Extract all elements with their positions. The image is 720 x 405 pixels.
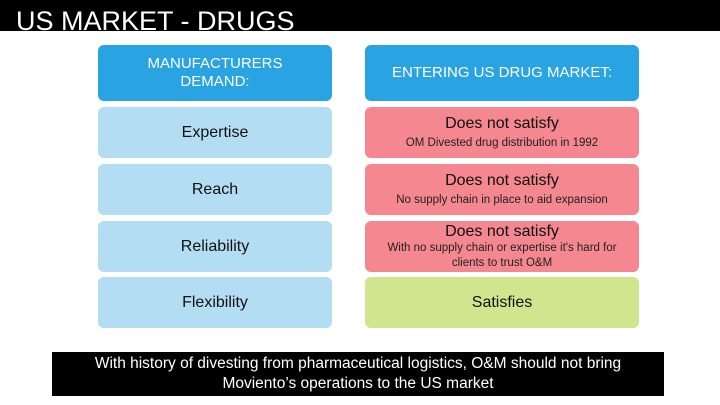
demand-reliability: Reliability (98, 221, 332, 272)
demand-label: Reliability (180, 237, 250, 255)
status-label: Satisfies (471, 294, 533, 311)
status-expertise: Does not satisfy OM Divested drug distri… (365, 107, 639, 158)
manufacturers-demand-header: MANUFACTURERS DEMAND: (98, 45, 332, 101)
status-reach: Does not satisfy No supply chain in plac… (365, 164, 639, 215)
status-note: No supply chain in place to aid expansio… (396, 194, 608, 206)
conclusion-text: With history of divesting from pharmaceu… (94, 355, 622, 392)
status-note: OM Divested drug distribution in 1992 (405, 137, 599, 149)
status-flexibility: Satisfies (365, 277, 639, 328)
status-reliability: Does not satisfy With no supply chain or… (365, 221, 639, 272)
title-bar: US MARKET - DRUGS (0, 0, 720, 31)
demand-label: Flexibility (182, 293, 248, 311)
demand-label: Reach (191, 180, 239, 198)
entering-market-header-text: ENTERING US DRUG MARKET: (391, 64, 613, 81)
manufacturers-demand-header-text: MANUFACTURERS DEMAND: (147, 55, 283, 90)
demand-expertise: Expertise (98, 107, 332, 158)
slide-title: US MARKET - DRUGS (16, 6, 295, 31)
status-label: Does not satisfy (445, 172, 559, 189)
status-label: Does not satisfy (445, 223, 559, 240)
status-note: With no supply chain or expertise it's h… (387, 242, 617, 269)
status-label: Does not satisfy (445, 115, 559, 132)
demand-label: Expertise (181, 123, 249, 141)
entering-market-header: ENTERING US DRUG MARKET: (365, 45, 639, 101)
demand-flexibility: Flexibility (98, 277, 332, 328)
conclusion-banner: With history of divesting from pharmaceu… (52, 352, 664, 396)
demand-reach: Reach (98, 164, 332, 215)
